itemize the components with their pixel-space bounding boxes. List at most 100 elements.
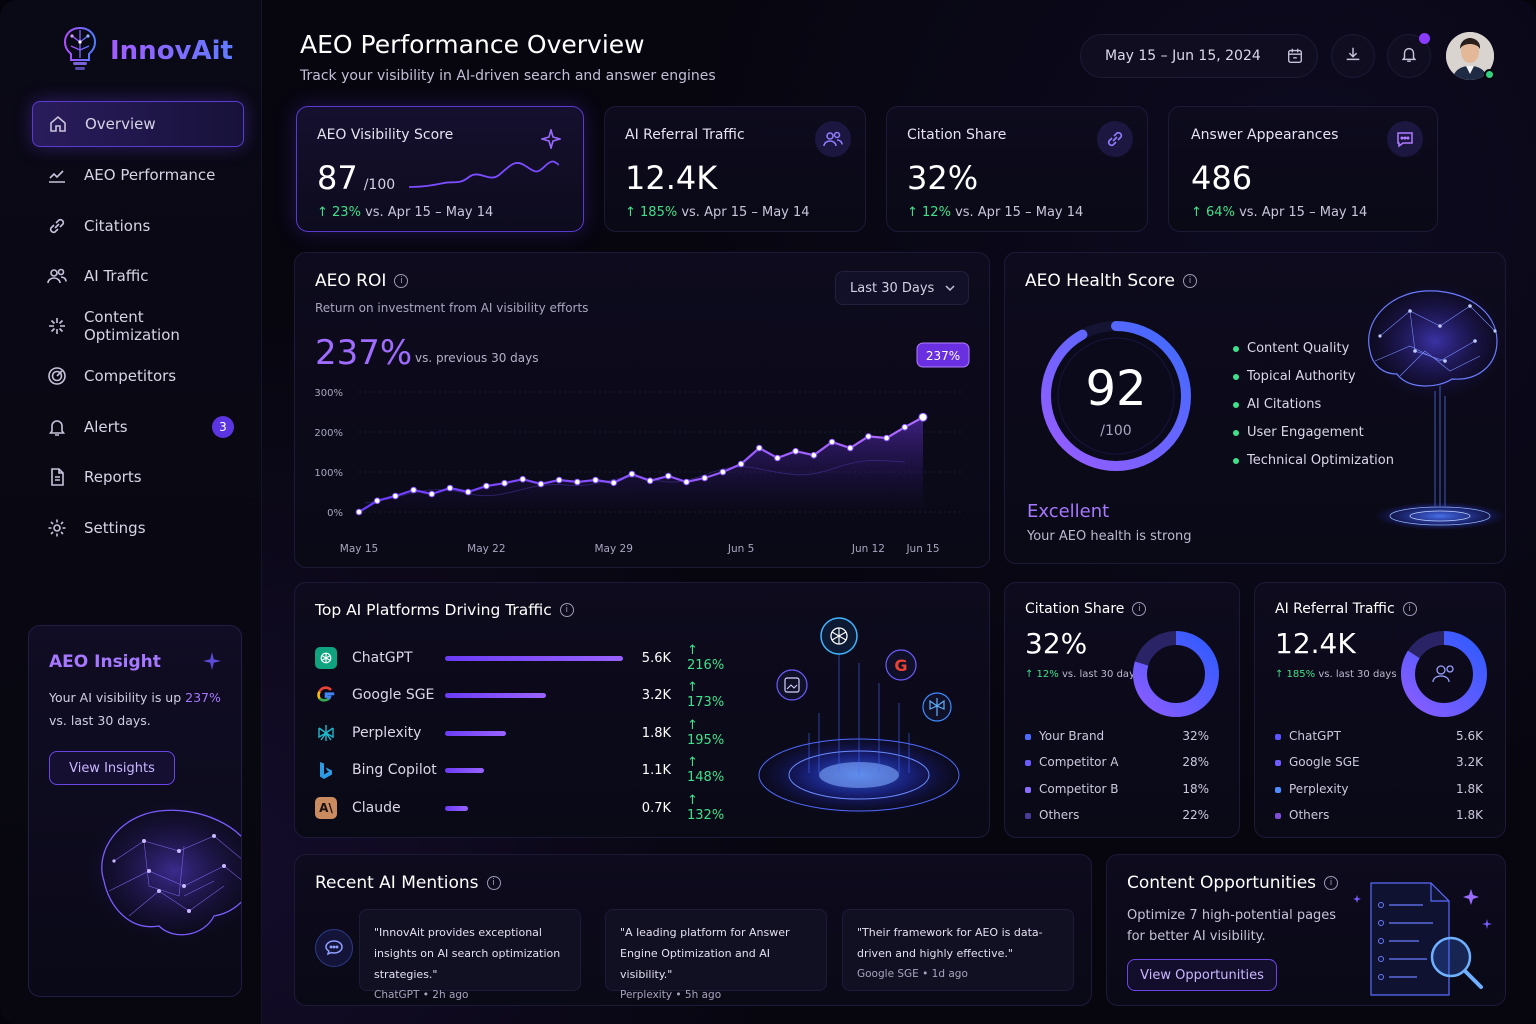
chart-data-point bbox=[719, 468, 727, 476]
info-icon[interactable]: i bbox=[394, 274, 409, 288]
info-icon[interactable]: i bbox=[1132, 602, 1147, 616]
kpi-card-answer-appearances[interactable]: Answer Appearances 486 ↑ 64% vs. Apr 15 … bbox=[1168, 106, 1438, 232]
kpi-change-value: ↑ 64% bbox=[1191, 205, 1235, 220]
mention-card[interactable]: "Their framework for AEO is data-driven … bbox=[842, 909, 1074, 991]
sidebar-item-alerts[interactable]: Alerts 3 bbox=[32, 404, 244, 450]
kpi-change-period: vs. Apr 15 – May 14 bbox=[681, 205, 810, 220]
legend-swatch bbox=[1025, 812, 1031, 819]
notifications-button[interactable] bbox=[1387, 33, 1431, 78]
platform-share-bar bbox=[445, 767, 485, 773]
google-logo-icon bbox=[315, 684, 337, 706]
legend-label: Competitor B bbox=[1039, 782, 1119, 796]
date-range-picker[interactable]: May 15 – Jun 15, 2024 bbox=[1080, 34, 1318, 78]
platform-row-perplexity[interactable]: Perplexity 1.8K ↑ 195% bbox=[315, 718, 735, 748]
mention-card[interactable]: "InnovAit provides exceptional insights … bbox=[359, 909, 581, 1001]
platform-value: 3.2K bbox=[641, 687, 671, 703]
platforms-title: Top AI Platforms Driving Traffic i bbox=[315, 601, 574, 619]
legend-row: ChatGPT 5.6K bbox=[1275, 729, 1483, 743]
roi-subtitle: Return on investment from AI visibility … bbox=[315, 301, 589, 315]
sidebar-item-label: Competitors bbox=[84, 367, 177, 385]
sidebar-item-aeo-performance[interactable]: AEO Performance bbox=[32, 152, 244, 198]
legend-swatch bbox=[1025, 786, 1031, 793]
platform-change: ↑ 195% bbox=[687, 718, 725, 748]
sidebar-item-ai-traffic[interactable]: AI Traffic bbox=[32, 253, 244, 299]
platform-share-bar bbox=[445, 730, 506, 736]
kpi-change-period: vs. Apr 15 – May 14 bbox=[955, 205, 1084, 220]
factor-label: Content Quality bbox=[1247, 341, 1350, 356]
legend-label: Perplexity bbox=[1289, 782, 1349, 796]
view-insights-button[interactable]: View Insights bbox=[49, 751, 175, 785]
y-tick-label: 300% bbox=[314, 388, 343, 399]
mention-card[interactable]: "A leading platform for Answer Engine Op… bbox=[605, 909, 827, 1001]
sidebar-item-competitors[interactable]: Competitors bbox=[32, 353, 244, 399]
info-icon[interactable]: i bbox=[1324, 876, 1339, 890]
chart-data-point bbox=[901, 423, 909, 431]
sidebar-item-reports[interactable]: Reports bbox=[32, 454, 244, 500]
kpi-change: ↑ 12% vs. Apr 15 – May 14 bbox=[907, 205, 1083, 220]
calendar-icon[interactable] bbox=[1277, 38, 1313, 74]
kpi-change: ↑ 64% vs. Apr 15 – May 14 bbox=[1191, 205, 1367, 220]
aeo-health-card: AEO Health Score i 92 /100 Excellent Your… bbox=[1004, 252, 1506, 564]
legend-swatch bbox=[1275, 759, 1281, 766]
gear-icon bbox=[46, 517, 68, 539]
platform-value: 0.7K bbox=[641, 800, 671, 816]
platform-row-google-sge[interactable]: Google SGE 3.2K ↑ 173% bbox=[315, 680, 735, 710]
kpi-value: 486 bbox=[1191, 159, 1253, 197]
info-icon[interactable]: i bbox=[559, 603, 574, 617]
mention-quote: "A leading platform for Answer Engine Op… bbox=[620, 926, 790, 981]
platform-name: Claude bbox=[352, 800, 401, 816]
legend-value: 1.8K bbox=[1456, 808, 1483, 822]
info-icon[interactable]: i bbox=[486, 876, 501, 890]
legend-value: 5.6K bbox=[1456, 729, 1483, 743]
brand-logo[interactable]: InnovAit bbox=[60, 24, 233, 78]
health-factor: AI Citations bbox=[1233, 391, 1394, 419]
x-tick-label: May 22 bbox=[467, 543, 505, 555]
chart-data-point bbox=[828, 438, 836, 446]
sidebar-item-content-optimization[interactable]: Content Optimization bbox=[32, 303, 244, 349]
link-icon bbox=[1097, 121, 1133, 157]
sidebar-item-citations[interactable]: Citations bbox=[32, 203, 244, 249]
info-icon[interactable]: i bbox=[1402, 602, 1417, 616]
chart-data-point bbox=[373, 497, 381, 505]
roi-value: 237% bbox=[315, 333, 413, 373]
legend-label-wrap: Others bbox=[1025, 808, 1079, 822]
citation-share-title: Citation Share i bbox=[1025, 601, 1147, 617]
chart-data-point bbox=[755, 444, 763, 452]
platform-name: Perplexity bbox=[352, 725, 422, 741]
chart-data-point bbox=[646, 477, 654, 485]
mention-quote: "Their framework for AEO is data-driven … bbox=[857, 926, 1043, 960]
chat-icon bbox=[1387, 121, 1423, 157]
sidebar-item-label: Overview bbox=[85, 115, 156, 133]
sparkle-icon bbox=[533, 121, 569, 157]
factor-label: Topical Authority bbox=[1247, 369, 1356, 384]
legend-label: Google SGE bbox=[1289, 755, 1360, 769]
kpi-card-ai-referral-traffic[interactable]: AI Referral Traffic 12.4K ↑ 185% vs. Apr… bbox=[604, 106, 866, 232]
x-tick-label: Jun 12 bbox=[851, 543, 885, 555]
sidebar-item-overview[interactable]: Overview bbox=[32, 101, 244, 147]
ai-referral-value: 12.4K bbox=[1275, 627, 1356, 660]
info-icon[interactable]: i bbox=[1183, 274, 1197, 288]
chart-data-point bbox=[737, 460, 745, 468]
legend-label-wrap: Competitor B bbox=[1025, 782, 1118, 796]
legend-label-wrap: Competitor A bbox=[1025, 755, 1118, 769]
download-button[interactable] bbox=[1331, 34, 1375, 78]
sparkle-icon bbox=[203, 652, 221, 674]
kpi-card-citation-share[interactable]: Citation Share 32% ↑ 12% vs. Apr 15 – Ma… bbox=[886, 106, 1148, 232]
kpi-card-visibility-score[interactable]: AEO Visibility Score 87/100 ↑ 23% vs. Ap… bbox=[296, 106, 584, 232]
chart-data-point bbox=[810, 451, 818, 459]
brain-bulb-logo-icon bbox=[60, 24, 100, 78]
range-dropdown[interactable]: Last 30 Days bbox=[835, 271, 969, 305]
platform-row-chatgpt[interactable]: ChatGPT 5.6K ↑ 216% bbox=[315, 643, 735, 673]
x-tick-label: May 29 bbox=[595, 543, 633, 555]
legend-swatch bbox=[1275, 812, 1281, 819]
platform-row-bing-copilot[interactable]: Bing Copilot 1.1K ↑ 148% bbox=[315, 755, 735, 785]
sidebar-item-settings[interactable]: Settings bbox=[32, 505, 244, 551]
ai-referral-period: vs. last 30 days bbox=[1318, 669, 1397, 680]
ai-referral-title-text: AI Referral Traffic bbox=[1275, 601, 1395, 617]
platform-row-claude[interactable]: A\ Claude 0.7K ↑ 132% bbox=[315, 793, 735, 823]
platform-change: ↑ 132% bbox=[687, 793, 725, 823]
y-tick-label: 100% bbox=[314, 468, 343, 479]
y-tick-label: 0% bbox=[327, 508, 343, 519]
view-opportunities-button[interactable]: View Opportunities bbox=[1127, 959, 1277, 991]
